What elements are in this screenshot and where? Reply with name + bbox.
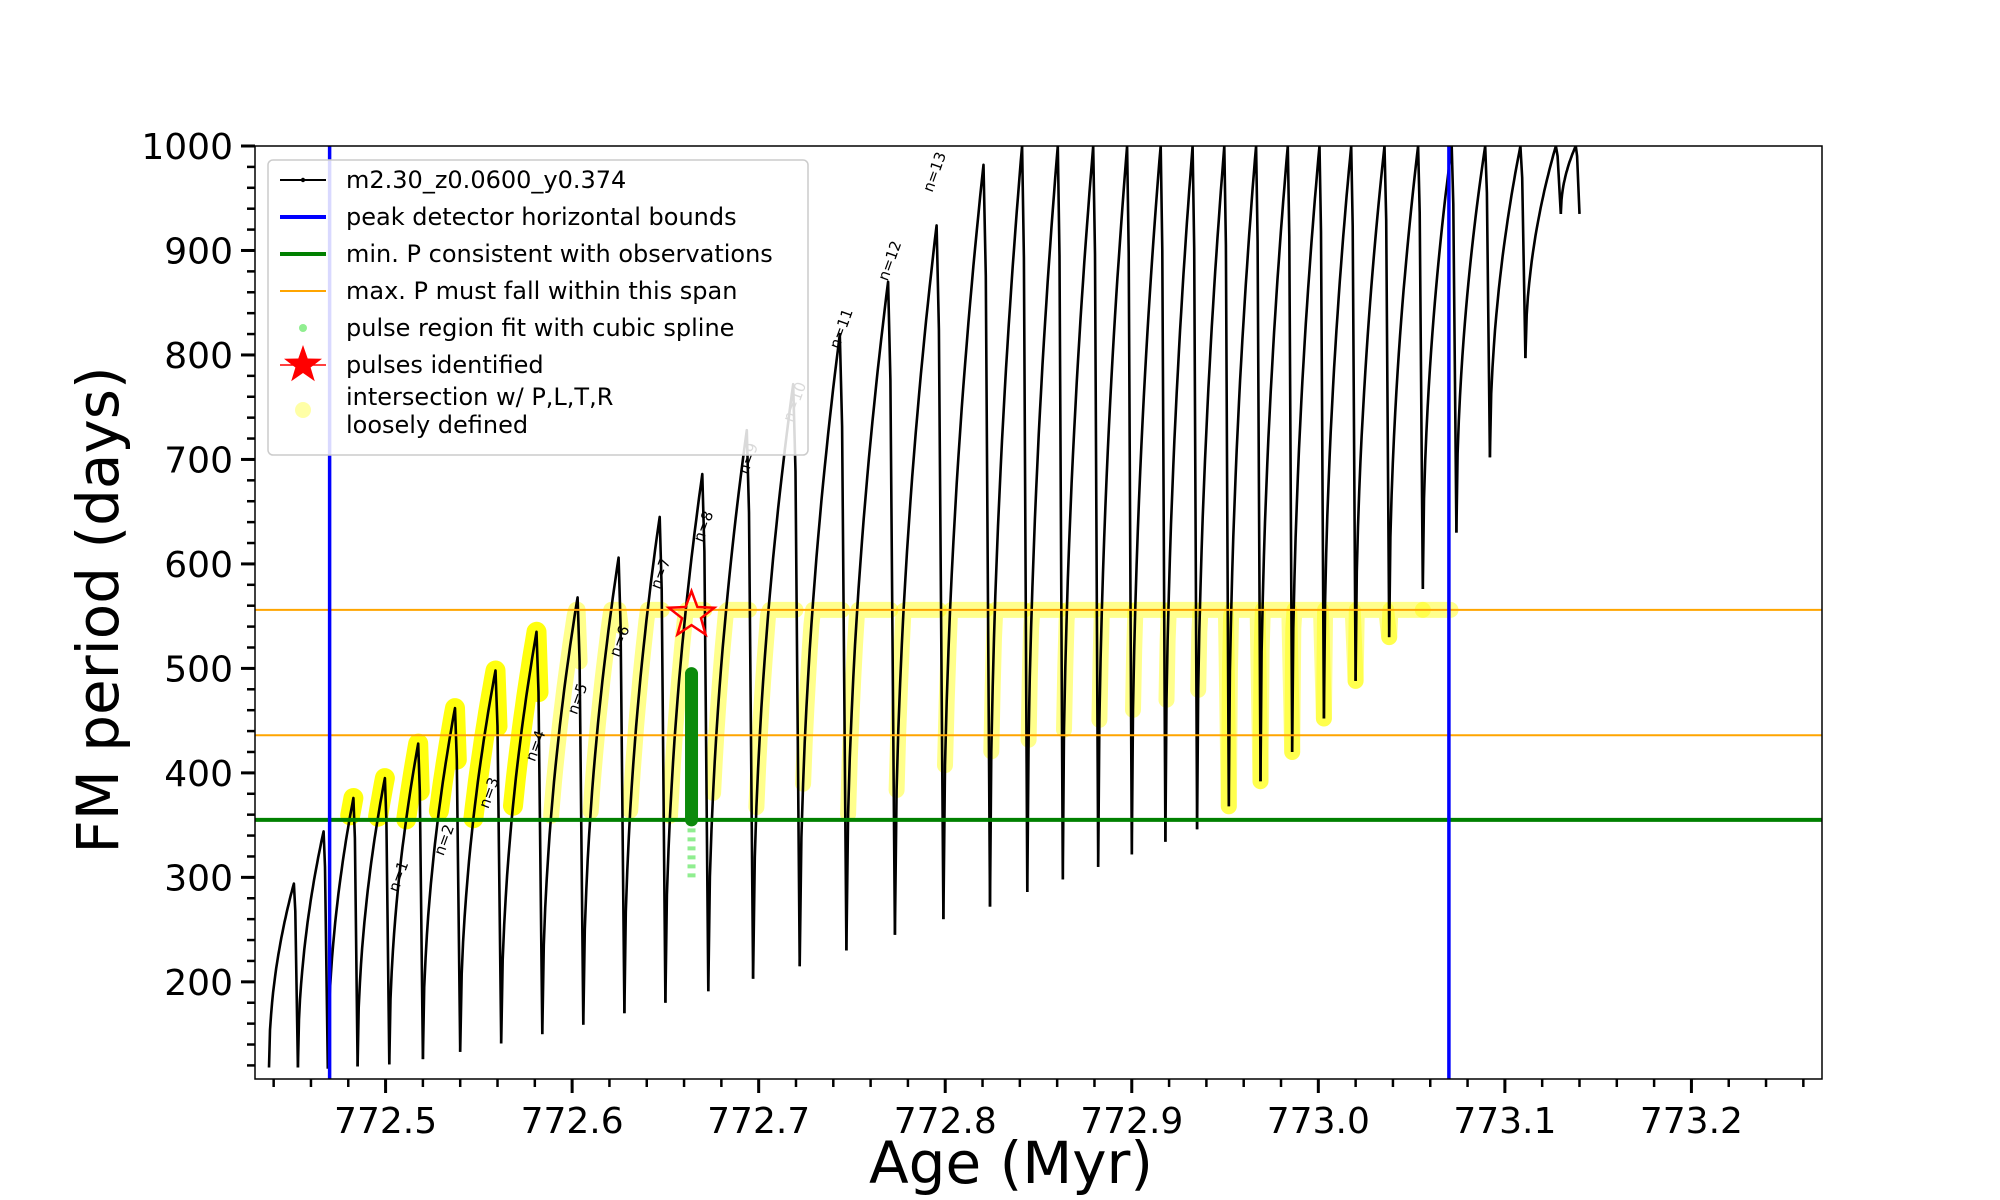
model-track-pulse [1096, 146, 1134, 867]
y-tick-label: 300 [164, 858, 233, 899]
axes: 772.5 772.6 772.7 772.8 772.9 773.0 773.1 773.2… [141, 127, 1823, 1142]
y-tick-label: 900 [164, 231, 233, 272]
x-tick-label: 772.8 [894, 1101, 997, 1142]
model-track-pulse [942, 163, 992, 920]
model-track-pulse [421, 706, 462, 1060]
model-track-pulse [1290, 146, 1326, 753]
model-track-pulse [458, 669, 503, 1052]
legend-label-line: loosely defined [346, 411, 528, 439]
legend-label: peak detector horizontal bounds [346, 203, 737, 231]
x-tick-label: 772.5 [334, 1101, 437, 1142]
model-track-pulse [988, 146, 1029, 907]
model-track-pulse [388, 742, 425, 1065]
model-track-pulse [664, 472, 710, 1003]
model-track-pulse [582, 556, 626, 1025]
legend-label: pulse region fit with cubic spline [346, 314, 734, 342]
model-track-pulse [1488, 146, 1527, 458]
legend-label-line: min. P consistent with observations [346, 240, 773, 268]
x-tick-label: 773.2 [1640, 1101, 1743, 1142]
y-tick-label: 800 [164, 336, 233, 377]
legend-label-line: pulses identified [346, 351, 544, 379]
model-track-pulse [1259, 146, 1294, 782]
y-tick-label: 500 [164, 649, 233, 690]
legend-label-line: max. P must fall within this span [346, 277, 737, 305]
model-track-pulse [1387, 146, 1425, 638]
legend-label-line: intersection w/ P,L,T,R [346, 383, 613, 411]
x-tick-label: 773.1 [1453, 1101, 1556, 1142]
model-track-pulse [893, 224, 945, 935]
x-axis-title: Age (Myr) [869, 1129, 1153, 1197]
legend-label: intersection w/ P,L,T,R loosely defined [346, 383, 613, 439]
legend-swatch-marker [300, 177, 306, 183]
model-track-pulse [267, 882, 300, 1068]
model-track-pulse [1524, 146, 1563, 359]
legend-label-line: m2.30_z0.0600_y0.374 [346, 166, 626, 194]
pulse-identified-star [665, 587, 718, 638]
model-track-pulse [623, 515, 667, 1014]
legend-swatch-star [284, 345, 322, 382]
model-track-pulse [326, 796, 359, 1069]
model-track-pulse [1026, 146, 1065, 893]
y-tick-label: 400 [164, 754, 233, 795]
model-track-pulse [798, 332, 848, 967]
model-track-pulse [845, 280, 897, 951]
model-track-pulse [1061, 146, 1100, 880]
model-track-pulse [707, 428, 755, 992]
model-track-pulse [1455, 146, 1492, 533]
y-tick-label: 200 [164, 963, 233, 1004]
legend-swatch-dot [295, 402, 311, 418]
legend-swatch-dot [299, 324, 307, 332]
y-tick-label: 1000 [141, 127, 233, 168]
legend-label: max. P must fall within this span [346, 277, 737, 305]
plot-frame [254, 145, 1823, 1080]
legend-label: min. P consistent with observations [346, 240, 773, 268]
x-tick-label: 772.6 [521, 1101, 624, 1142]
model-track-pulse [296, 830, 330, 1069]
x-tick-label: 772.7 [707, 1101, 810, 1142]
legend-label: pulses identified [346, 351, 544, 379]
model-track-pulse [1130, 146, 1167, 855]
model-track-pulse [1195, 146, 1231, 830]
y-tick-label: 700 [164, 440, 233, 481]
y-tick-label: 600 [164, 545, 233, 586]
model-track-pulse [499, 630, 544, 1044]
model-track-pulse [356, 776, 391, 1067]
legend-label: m2.30_z0.0600_y0.374 [346, 166, 626, 194]
model-track-pulse [1322, 146, 1357, 719]
model-track-pulse [1354, 146, 1391, 681]
legend-label-line: peak detector horizontal bounds [346, 203, 737, 231]
legend-box [267, 159, 809, 456]
pulse-identified-marker [665, 587, 718, 638]
model-track-pulse [1164, 146, 1199, 842]
x-tick-label: 773.0 [1267, 1101, 1370, 1142]
legend-label-line: pulse region fit with cubic spline [346, 314, 734, 342]
model-track-pulse [1227, 146, 1262, 807]
y-axis-title: FM period (days) [64, 366, 132, 853]
model-track-pulse [1559, 146, 1581, 214]
x-tick-label: 772.9 [1080, 1101, 1183, 1142]
model-track-pulse [541, 596, 585, 1035]
